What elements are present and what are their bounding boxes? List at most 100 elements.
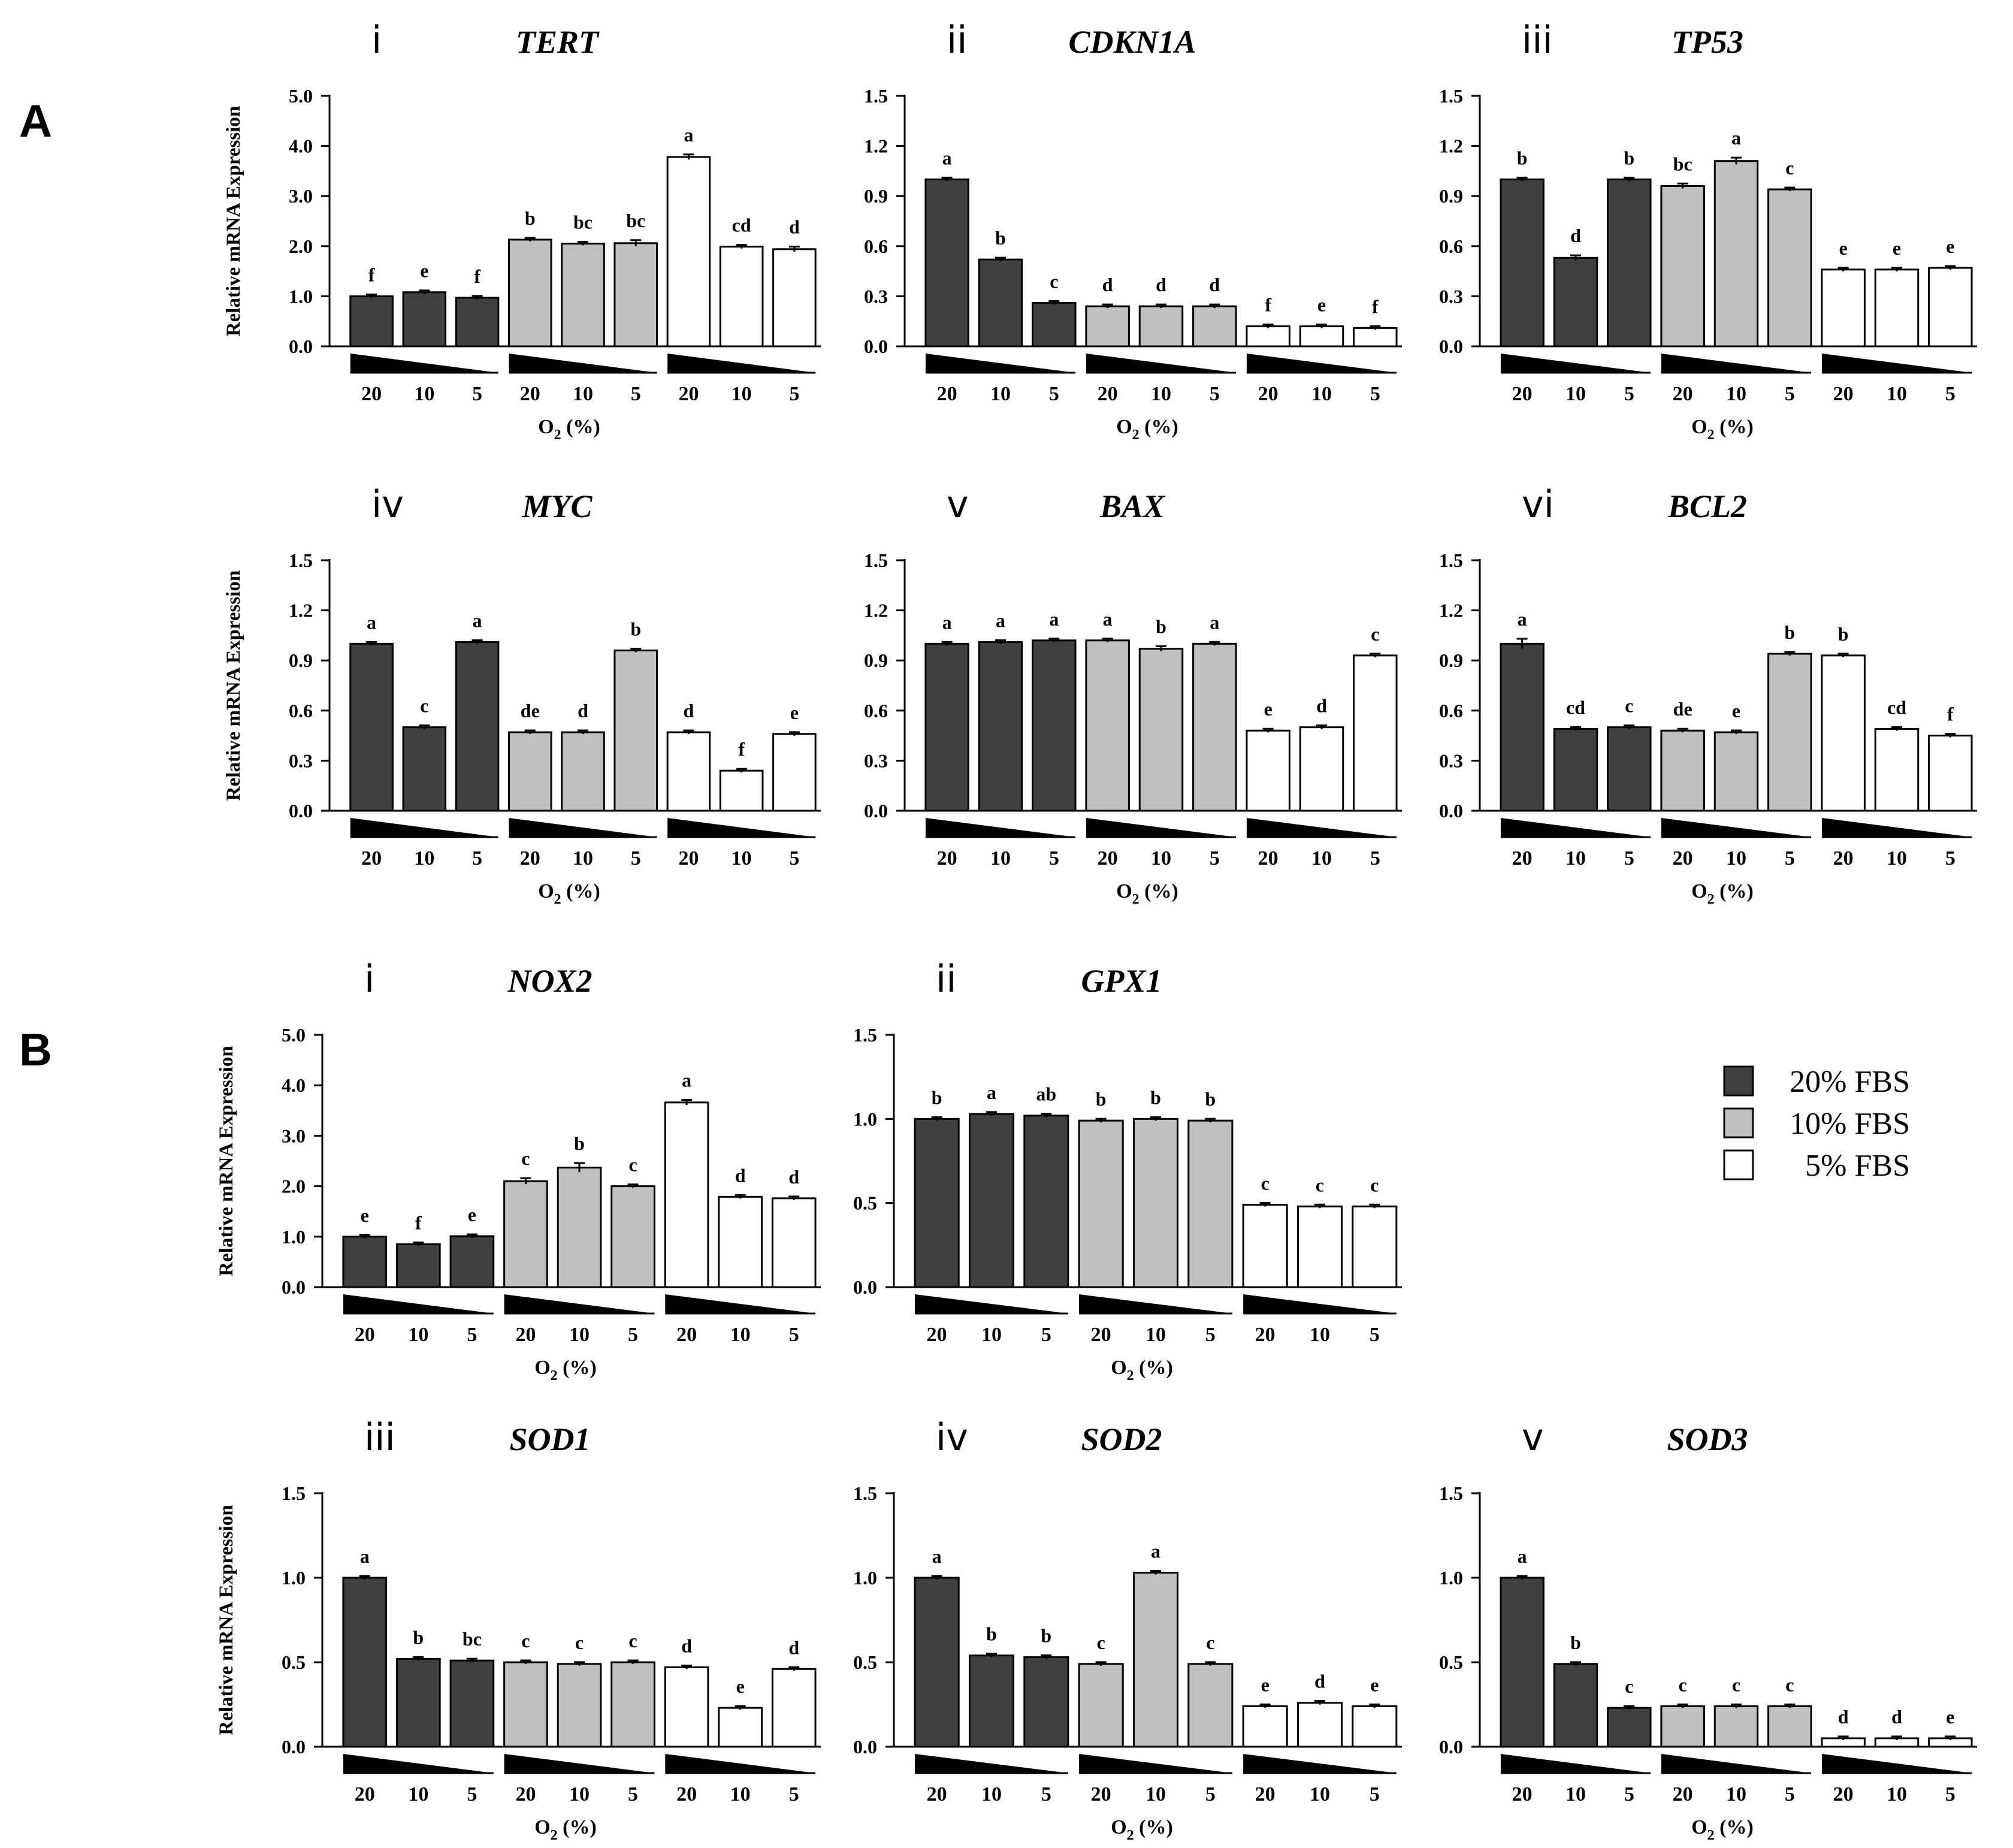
y-tick-label: 1.0 bbox=[289, 285, 313, 307]
o2-gradient-wedge bbox=[667, 818, 816, 837]
y-tick-label: 0.5 bbox=[853, 1192, 877, 1214]
significance-label: f bbox=[738, 738, 745, 760]
significance-label: c bbox=[1050, 271, 1058, 292]
significance-label: c bbox=[521, 1630, 530, 1651]
bar-bcl2-g2-20 bbox=[1660, 729, 1705, 812]
y-tick-label: 1.0 bbox=[1439, 1567, 1463, 1589]
bar-nox2-g3-5 bbox=[771, 1197, 817, 1288]
chart-myc: iv MYC Relative mRNA Expression 0.0 0.3 0.6 0.… bbox=[223, 482, 821, 907]
legend-label: 20% FBS bbox=[1790, 1065, 1910, 1099]
y-tick-label: 0.6 bbox=[289, 700, 313, 721]
significance-label: a bbox=[682, 1070, 691, 1091]
panel-numeral: i bbox=[364, 957, 374, 1001]
o2-gradient-wedge bbox=[1500, 1754, 1651, 1773]
y-tick-label: 1.2 bbox=[864, 600, 888, 621]
x-axis-label-o: O bbox=[1691, 1816, 1707, 1838]
y-tick-label: 0.6 bbox=[864, 700, 888, 721]
x-tick-label: 20 bbox=[1673, 1783, 1693, 1805]
y-tick-label: 5.0 bbox=[289, 85, 313, 107]
significance-label: c bbox=[1625, 695, 1633, 717]
bar-cdkn1a-g1-5 bbox=[1032, 302, 1077, 348]
bar-tert-g1-5 bbox=[455, 297, 500, 348]
bar-bax-g1-5 bbox=[1032, 639, 1077, 812]
bar-sod1-g1-20 bbox=[342, 1577, 388, 1748]
x-tick-label: 20 bbox=[927, 1783, 947, 1805]
bar-bcl2-g3-5 bbox=[1928, 735, 1973, 812]
bar-cdkn1a-g2-10 bbox=[1138, 305, 1184, 348]
x-tick-label: 20 bbox=[515, 1324, 536, 1346]
x-tick-label: 20 bbox=[1091, 1783, 1111, 1805]
y-tick-label: 0.3 bbox=[289, 750, 313, 771]
x-axis-label-sub: 2 bbox=[554, 427, 561, 443]
significance-label: e bbox=[736, 1675, 745, 1697]
bar-myc-g2-20 bbox=[507, 731, 552, 812]
x-tick-label: 10 bbox=[990, 847, 1011, 869]
x-tick-label: 10 bbox=[730, 1324, 751, 1346]
bar-tp53-g3-5 bbox=[1928, 267, 1973, 348]
bar-sod1-g3-10 bbox=[718, 1707, 763, 1748]
bar-cdkn1a-g1-20 bbox=[924, 178, 969, 348]
chart-bcl2: vi BCL2 0.0 0.3 0.6 0.9 1.2 1.5 a 20 cd 10 c 5 de 20 e 10… bbox=[1439, 482, 1977, 907]
chart-title: MYC bbox=[521, 488, 593, 524]
x-axis-label-o: O bbox=[1116, 416, 1132, 438]
x-axis-label-unit: (%) bbox=[1715, 880, 1754, 902]
panel-numeral: iii bbox=[1522, 18, 1553, 62]
significance-label: b bbox=[986, 1623, 997, 1645]
bar-sod3-g1-5 bbox=[1607, 1707, 1652, 1748]
chart-title: TERT bbox=[516, 24, 600, 60]
x-tick-label: 20 bbox=[355, 1783, 375, 1805]
bar-bcl2-g2-10 bbox=[1713, 731, 1759, 812]
x-tick-label: 20 bbox=[361, 383, 382, 405]
x-tick-label: 20 bbox=[1512, 383, 1533, 405]
significance-label: d bbox=[1209, 274, 1220, 295]
x-tick-label: 10 bbox=[408, 1783, 428, 1805]
significance-label: b bbox=[1150, 1086, 1161, 1108]
x-axis-label: O2 (%) bbox=[1116, 880, 1178, 907]
panel-label-a: A bbox=[19, 96, 52, 147]
bar-tert-g2-10 bbox=[561, 243, 605, 348]
y-tick-label: 0.3 bbox=[1439, 750, 1463, 771]
bar-sod1-g3-20 bbox=[664, 1666, 709, 1748]
charts-container: i TERT Relative mRNA Expression 0.0 1.0 2.0 3.… bbox=[216, 18, 1977, 1843]
bar-nox2-g2-10 bbox=[557, 1166, 602, 1288]
x-tick-label: 5 bbox=[631, 383, 641, 405]
significance-label: b bbox=[1517, 147, 1528, 168]
bar-nox2-g3-10 bbox=[718, 1195, 763, 1288]
chart-title: BAX bbox=[1099, 488, 1166, 524]
panel-label-b: B bbox=[19, 1025, 52, 1076]
chart-sod1: iii SOD1 Relative mRNA Expression 0.0 0.5 1.0… bbox=[216, 1415, 821, 1843]
significance-label: d bbox=[681, 1635, 692, 1656]
y-tick-label: 0.0 bbox=[289, 336, 313, 357]
x-axis-label-o: O bbox=[1111, 1357, 1126, 1379]
y-tick-label: 1.2 bbox=[864, 135, 888, 157]
significance-label: a bbox=[1731, 127, 1741, 149]
bar-myc-g2-5 bbox=[613, 649, 658, 812]
bar-tp53-g3-20 bbox=[1821, 268, 1866, 348]
o2-gradient-wedge bbox=[667, 354, 816, 373]
y-tick-label: 0.0 bbox=[853, 1736, 877, 1758]
x-tick-label: 5 bbox=[1210, 847, 1220, 869]
x-tick-label: 20 bbox=[1833, 1783, 1854, 1805]
significance-label: b bbox=[574, 1133, 585, 1154]
chart-title: SOD3 bbox=[1667, 1421, 1748, 1457]
x-axis-label-o: O bbox=[534, 1816, 550, 1838]
bar-bcl2-g2-5 bbox=[1767, 653, 1812, 812]
panel-numeral: ii bbox=[947, 18, 967, 62]
significance-label: a bbox=[360, 1545, 370, 1567]
bar-bcl2-g3-10 bbox=[1874, 727, 1920, 812]
significance-label: a bbox=[367, 611, 376, 633]
x-axis-label-o: O bbox=[534, 1357, 550, 1379]
bar-tert-g2-20 bbox=[507, 238, 552, 348]
bar-myc-g1-5 bbox=[455, 641, 500, 812]
bar-tp53-g1-10 bbox=[1553, 256, 1598, 348]
x-tick-label: 5 bbox=[1370, 1324, 1380, 1346]
y-tick-label: 0.9 bbox=[1439, 185, 1463, 207]
o2-gradient-wedge bbox=[1086, 354, 1237, 373]
x-axis-label-o: O bbox=[538, 416, 554, 438]
x-tick-label: 5 bbox=[1624, 847, 1634, 869]
bar-nox2-g2-5 bbox=[610, 1185, 655, 1288]
x-axis-label-unit: (%) bbox=[558, 1816, 597, 1838]
bar-gpx1-g2-5 bbox=[1187, 1119, 1234, 1288]
x-tick-label: 10 bbox=[732, 383, 752, 405]
significance-label: a bbox=[684, 124, 693, 146]
